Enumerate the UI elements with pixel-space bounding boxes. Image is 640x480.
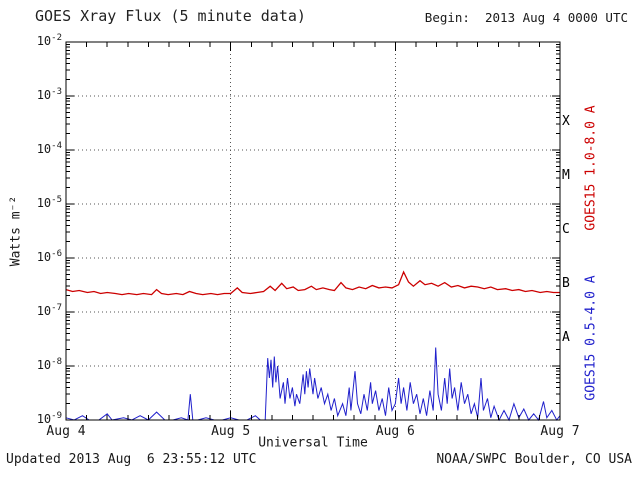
flare-class-label: B (562, 276, 570, 291)
x-axis-label: Universal Time (258, 435, 368, 451)
updated-timestamp: Updated 2013 Aug 6 23:55:12 UTC (6, 452, 257, 467)
x-tick-label: Aug 6 (375, 424, 415, 439)
y-tick-label: 10-4 (36, 141, 62, 156)
flare-class-label: M (562, 168, 570, 183)
chart-title: GOES Xray Flux (5 minute data) (35, 7, 306, 25)
credit-label: NOAA/SWPC Boulder, CO USA (436, 452, 632, 467)
short-channel-series-line (65, 347, 561, 422)
flare-class-label: A (562, 330, 570, 345)
y-tick-label: 10-5 (36, 195, 62, 210)
y-tick-label: 10-8 (36, 357, 62, 372)
y-tick-label: 10-2 (36, 33, 62, 48)
series-label-long-channel: GOES15 1.0-8.0 A (583, 105, 599, 231)
x-tick-label: Aug 4 (46, 424, 86, 439)
begin-timestamp-label: Begin: 2013 Aug 4 0000 UTC (424, 10, 628, 25)
y-tick-label: 10-7 (36, 303, 62, 318)
flare-class-label: C (562, 222, 570, 237)
y-tick-label: 10-9 (36, 411, 62, 426)
series-label-short-channel: GOES15 0.5-4.0 A (583, 275, 599, 401)
y-tick-label: 10-6 (36, 249, 62, 264)
long-channel-series-line (65, 270, 560, 296)
x-tick-label: Aug 5 (211, 424, 251, 439)
flare-class-label: X (562, 114, 570, 129)
x-tick-label: Aug 7 (540, 424, 580, 439)
plot-border (65, 41, 561, 421)
y-tick-label: 10-3 (36, 87, 62, 102)
